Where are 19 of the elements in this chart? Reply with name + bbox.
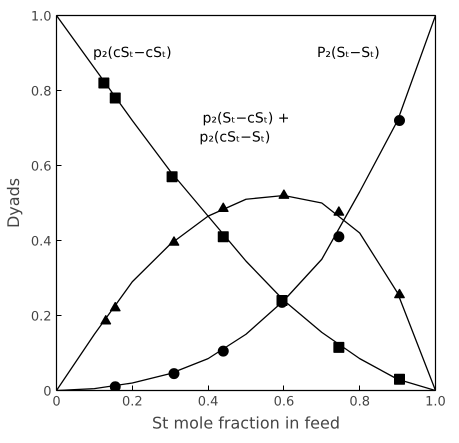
y-tick-label: 0.2 — [30, 310, 52, 324]
x-tick-label: 0.4 — [198, 394, 218, 410]
x-tick-label: 1.0 — [425, 394, 446, 410]
annotation: P₂(Sₜ−Sₜ) — [316, 45, 380, 61]
x-tick-label: 0.8 — [349, 394, 370, 410]
y-axis-title: Dyads — [4, 178, 23, 228]
point — [394, 288, 405, 298]
y-tick-label: 0 — [43, 384, 52, 400]
y-tick-label: 0.8 — [30, 84, 52, 100]
point — [333, 206, 344, 216]
x-tick-label: 0.6 — [274, 394, 294, 410]
y-tick-label: 0.4 — [30, 234, 52, 250]
point — [333, 231, 344, 242]
annotation: p₂(cSₜ−cSₜ) — [93, 45, 172, 61]
x-axis-title: St mole fraction in feed — [152, 414, 340, 432]
x-tick-label: 0.2 — [122, 394, 143, 410]
y-tick-label: 0.6 — [30, 160, 52, 174]
annotation: p₂(Sₜ−cSₜ) + p₂(cSₜ−Sₜ) — [199, 110, 290, 146]
y-tick-label: 1.0 — [30, 10, 52, 24]
